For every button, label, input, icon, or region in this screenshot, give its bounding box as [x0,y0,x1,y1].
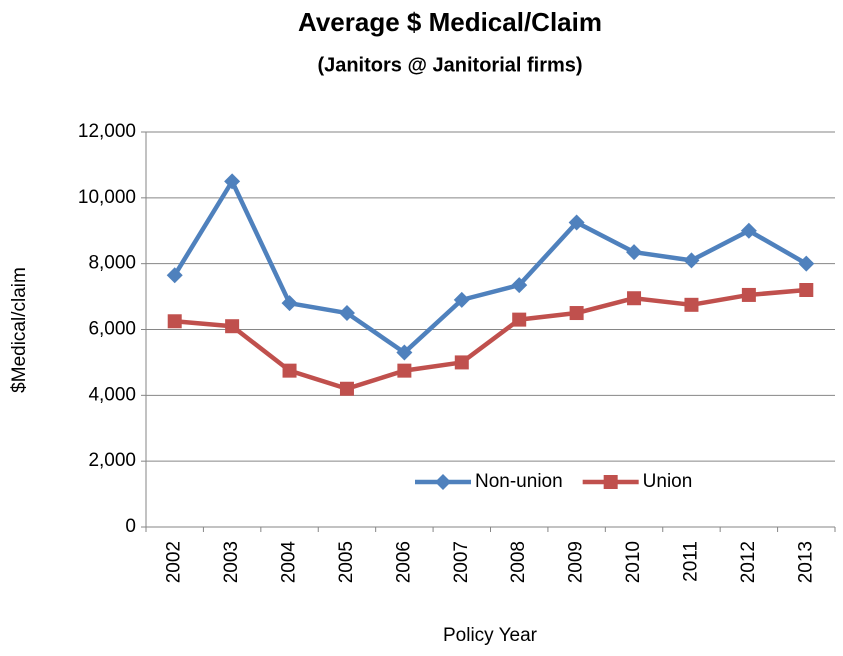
x-tick-label: 2009 [566,541,587,583]
x-tick-label: 2002 [164,541,185,583]
chart-title: Average $ Medical/Claim [298,7,602,37]
x-axis-title: Policy Year [443,625,538,646]
legend-marker [603,475,618,489]
y-axis-title: $Medical/claim [9,267,30,393]
y-tick-label: 10,000 [78,187,136,208]
data-point [684,297,699,312]
x-tick-label: 2010 [623,541,644,583]
legend-label: Union [643,471,693,492]
data-point [454,355,469,370]
data-point [339,381,354,396]
data-point [799,283,814,297]
data-point [568,214,585,231]
x-tick-label: 2011 [680,541,701,582]
data-point [225,319,240,334]
y-tick-label: 6,000 [88,319,136,340]
data-point [627,291,642,306]
x-tick-label: 2008 [508,541,529,583]
x-tick-label: 2012 [738,541,759,583]
y-tick-label: 8,000 [88,253,136,274]
x-tick-label: 2004 [279,541,300,584]
data-point [453,291,470,308]
y-tick-label: 12,000 [78,121,136,142]
y-tick-label: 0 [125,516,136,537]
data-point [512,312,527,327]
data-point [511,277,528,294]
data-point [397,363,412,378]
data-point [167,314,182,329]
x-tick-label: 2007 [451,541,472,583]
x-tick-label: 2013 [795,541,816,583]
legend-label: Non-union [475,471,563,492]
data-point [224,173,241,190]
x-tick-label: 2005 [336,541,357,583]
data-point [740,222,757,239]
series-line [174,287,807,391]
y-tick-label: 2,000 [88,450,136,471]
data-point [166,267,183,284]
data-point [569,306,584,321]
data-point [282,363,297,378]
chart-subtitle: (Janitors @ Janitorial firms) [317,54,582,76]
data-point [626,244,643,261]
data-point [281,295,298,312]
data-point [396,344,413,361]
data-point [683,252,700,269]
data-point [338,305,355,322]
x-tick-label: 2003 [221,541,242,583]
data-point [798,255,815,272]
y-tick-label: 4,000 [88,384,136,405]
x-tick-label: 2006 [393,541,414,583]
data-point [741,287,756,302]
legend-marker [435,474,451,490]
series-line [172,179,808,355]
